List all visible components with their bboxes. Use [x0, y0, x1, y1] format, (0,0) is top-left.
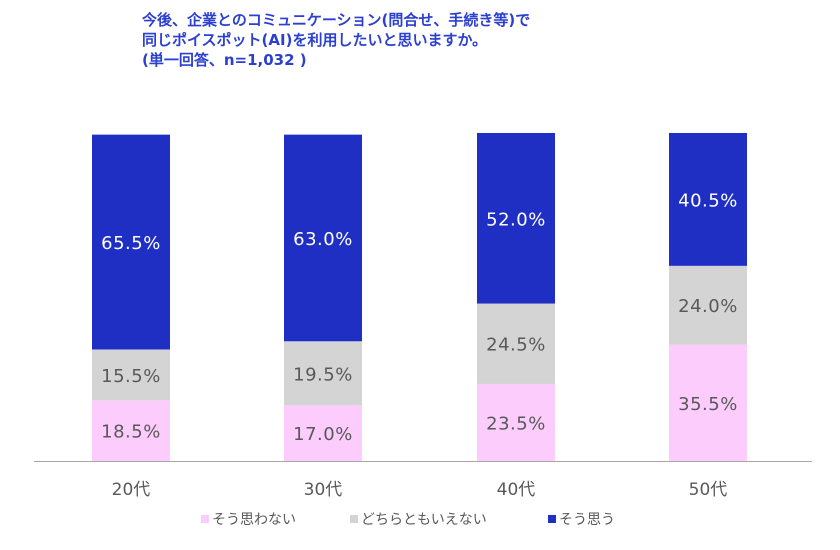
legend-label: そう思わない — [212, 512, 296, 528]
legend-swatch — [548, 515, 556, 523]
data-label: 23.5% — [486, 413, 546, 434]
chart-title-line-1: 今後、企業とのコミュニケーション(問合せ、手続き等)で — [142, 11, 531, 29]
data-label: 65.5% — [101, 233, 161, 254]
data-label: 52.0% — [486, 209, 546, 230]
bar-segment — [284, 134, 362, 342]
data-label: 15.5% — [101, 366, 161, 387]
data-label: 40.5% — [678, 190, 738, 211]
x-tick-label: 30代 — [304, 480, 343, 500]
data-label: 24.5% — [486, 335, 546, 356]
bar-segment — [92, 400, 170, 461]
x-tick-label: 40代 — [497, 480, 536, 500]
x-tick-label: 20代 — [112, 480, 151, 500]
data-label: 24.0% — [678, 296, 738, 317]
data-label: 17.0% — [293, 424, 353, 445]
data-label: 63.0% — [293, 229, 353, 250]
data-label: 19.5% — [293, 364, 353, 385]
bar-segment — [284, 405, 362, 461]
bar-segment — [669, 265, 747, 345]
chart-title: 今後、企業とのコミュニケーション(問合せ、手続き等)で 同じポイスポット(AI)… — [142, 10, 782, 70]
bar-segment — [669, 133, 747, 266]
data-label: 18.5% — [101, 422, 161, 443]
bar-segment — [284, 341, 362, 406]
bar-segment — [669, 344, 747, 461]
legend-swatch — [201, 515, 209, 523]
legend-swatch — [350, 515, 358, 523]
legend-label: どちらともいえない — [361, 512, 487, 528]
bar-segment — [92, 349, 170, 401]
legend-label: そう思う — [559, 512, 615, 528]
chart-title-line-2: 同じポイスポット(AI)を利用したいと思いますか。 — [142, 31, 488, 49]
data-label: 35.5% — [678, 394, 738, 415]
bar-segment — [477, 303, 555, 384]
x-tick-label: 50代 — [689, 480, 728, 500]
bar-segment — [477, 383, 555, 461]
bar-segment — [92, 134, 170, 350]
chart-title-line-3: (単一回答、n=1,032 ) — [142, 51, 307, 69]
bar-segment — [477, 133, 555, 304]
